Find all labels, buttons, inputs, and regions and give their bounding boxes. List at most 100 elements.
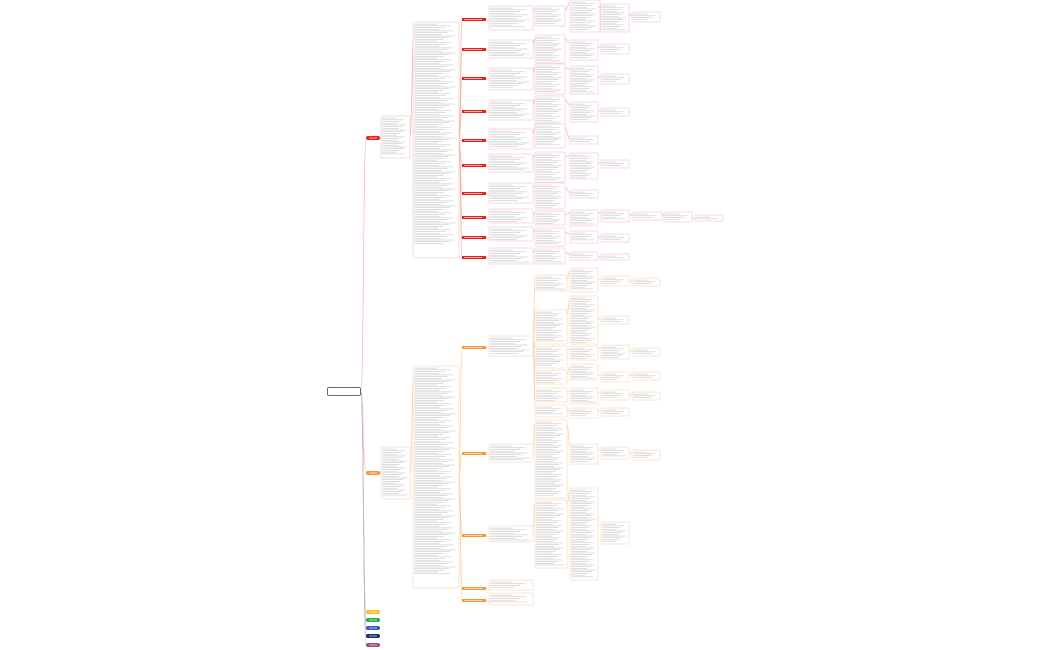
orange-detail-note-text	[414, 536, 444, 537]
orange-level4-note-1-text	[571, 299, 593, 301]
red-detail-note-text	[414, 175, 444, 176]
root-node[interactable]	[327, 387, 361, 396]
red-level3-note-1-text	[536, 55, 560, 57]
red-level6-note-1-text	[633, 213, 649, 215]
orange-level4-note-3-text	[571, 369, 590, 370]
red-level2-note-7-text	[490, 215, 515, 217]
red-level4-note-1-text	[571, 55, 592, 56]
orange-summary-note-text	[382, 472, 406, 474]
red-level3-note-1-text	[536, 53, 552, 55]
red-level2-note-3-text	[490, 105, 521, 106]
orange-level4-note-0-text	[571, 273, 590, 274]
orange-level4-note-7-text	[571, 559, 593, 561]
red-detail-note-text	[414, 61, 446, 62]
orange-level3-note-4-text	[536, 400, 555, 401]
red-level3-note-5-text	[536, 160, 561, 162]
red-detail-note-text	[414, 198, 440, 200]
red-level2-note-9-text	[490, 251, 526, 253]
orange-level3-note-3-text	[536, 373, 562, 375]
orange-level4-note-4-text	[571, 394, 587, 396]
red-level3-note-6-text	[536, 201, 552, 203]
red-detail-note-text	[414, 83, 448, 84]
red-level3-note-3-text	[536, 101, 556, 102]
orange-detail-note-text	[414, 527, 454, 529]
orange-level3-note-2-text	[536, 354, 563, 356]
orange-level4-note-7-text	[571, 537, 592, 538]
orange-level3-note-1-text	[536, 332, 558, 333]
orange-detail-note-text	[414, 459, 454, 461]
orange-level3-note-7-text	[536, 544, 559, 545]
red-level2-note-6	[488, 182, 534, 204]
red-level3-note-2	[534, 63, 566, 95]
red-level4-note-1-text	[571, 48, 594, 50]
orange-detail-note-text	[414, 486, 438, 488]
orange-level3-note-1-text	[536, 337, 559, 338]
red-level2-note-4-text	[490, 142, 530, 144]
orange-level4-note-6-text	[571, 456, 588, 457]
orange-level4-note-7-text	[571, 520, 592, 521]
orange-edge-l4-6	[566, 423, 571, 448]
orange-level4-note-7-text	[571, 498, 591, 499]
orange-level3-note-6-text	[536, 445, 563, 447]
red-level4-note-0-text	[571, 13, 597, 15]
orange-level5-note-4-text	[602, 395, 621, 396]
orange-level4-note-4-text	[571, 393, 590, 394]
red-detail-note-text	[414, 234, 454, 236]
orange-level4-note-5-text	[571, 409, 585, 411]
red-level5-note-0-text	[602, 21, 620, 22]
orange-summary-note-text	[382, 470, 398, 472]
orange-level4-note-7-text	[571, 523, 585, 525]
orange-detail-note-text	[414, 451, 444, 452]
red-level3-note-3-text	[536, 121, 561, 123]
red-edge-l3-3	[532, 98, 536, 105]
red-level4-note-8-text	[571, 232, 585, 234]
orange-level4-note-7-text	[571, 549, 591, 550]
red-level3-note-7-text	[536, 221, 558, 222]
red-level4-note-6-text	[571, 191, 585, 193]
red-topic-3-label	[464, 111, 482, 112]
red-detail-note-text	[414, 91, 438, 93]
orange-level3-note-7-text	[536, 537, 562, 539]
orange-detail-note-text	[414, 570, 444, 571]
red-level2-note-3	[488, 99, 534, 121]
orange-summary-note-text	[382, 489, 406, 491]
red-level4-note-1-text	[571, 53, 596, 55]
red-level2-note-1-text	[490, 45, 521, 46]
orange-level5-note-0-text	[602, 277, 616, 279]
red-detail-note-text	[414, 56, 444, 57]
orange-level3-note-7-text	[536, 522, 558, 523]
orange-detail-note-text	[414, 524, 446, 525]
orange-detail-note-text	[414, 505, 452, 507]
red-level3-note-6-text	[536, 184, 552, 186]
orange-level5-note-2-text	[602, 351, 618, 353]
red-topic-8-label	[464, 237, 482, 238]
orange-level3-note-2-text	[536, 363, 557, 364]
orange-level2-note-2-text	[490, 529, 526, 531]
red-level2-note-1-text	[490, 46, 515, 48]
red-level6-note-3-text	[696, 216, 710, 218]
orange-level3-note-4-text	[536, 398, 559, 399]
red-level4-note-3-text	[571, 108, 587, 110]
red-level6-note-1-text	[633, 217, 653, 218]
red-edge-note-5	[485, 165, 490, 168]
red-level2-note-0-text	[490, 14, 528, 16]
red-level3-note-1-text	[536, 36, 552, 38]
orange-level2-note-0-text	[490, 344, 528, 346]
orange-level2-note-0-text	[490, 349, 530, 351]
red-detail-note-text	[414, 27, 446, 28]
orange-level5-note-0-text	[602, 282, 618, 284]
orange-level6-note-1-text	[633, 353, 652, 354]
orange-detail-note-text	[414, 507, 446, 508]
orange-level4-note-7-text	[571, 494, 587, 496]
red-summary-note-text	[382, 117, 397, 119]
red-level3-note-7-text	[536, 217, 553, 219]
red-detail-note-text	[414, 74, 438, 76]
orange-level4-note-7-text	[571, 493, 590, 494]
orange-edge-l3-7	[532, 502, 536, 531]
red-level4-note-4-text	[571, 137, 585, 139]
orange-level3-note-1-text	[536, 315, 558, 316]
red-level2-note-1-text	[490, 48, 528, 50]
orange-detail-note-text	[414, 461, 448, 462]
orange-level2-note-1-text	[490, 449, 521, 450]
orange-level3-note-6-text	[536, 432, 555, 433]
